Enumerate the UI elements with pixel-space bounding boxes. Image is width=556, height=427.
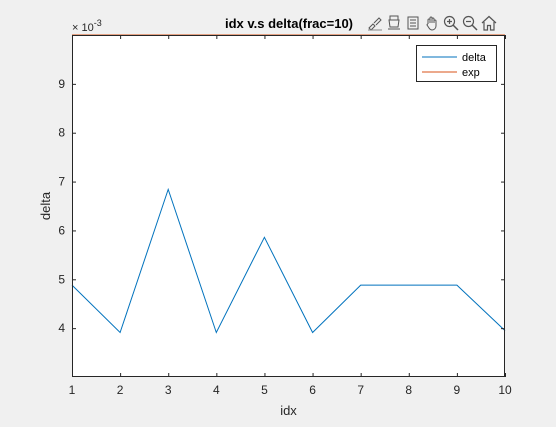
x-axis-label: idx <box>280 403 297 418</box>
x-tick-label: 7 <box>357 383 364 397</box>
brush-icon[interactable] <box>366 13 384 33</box>
y-tick-label: 9 <box>58 77 65 91</box>
axes-toolbar <box>366 12 498 34</box>
exponent-power: -3 <box>94 18 102 28</box>
y-tick-label: 5 <box>58 272 65 286</box>
x-tick-label: 10 <box>498 383 512 397</box>
x-tick-label: 3 <box>165 383 172 397</box>
y-tick-label: 8 <box>58 126 65 140</box>
x-tick-label: 2 <box>117 383 124 397</box>
exponent-base: × 10 <box>72 22 94 34</box>
x-tick-label: 5 <box>261 383 268 397</box>
legend[interactable]: delta exp <box>416 45 497 82</box>
home-icon[interactable] <box>480 13 498 33</box>
y-tick-label: 6 <box>58 223 65 237</box>
legend-box <box>416 45 497 82</box>
x-tick-label: 6 <box>309 383 316 397</box>
y-axis-exponent: × 10-3 <box>72 18 102 34</box>
zoom-in-icon[interactable] <box>442 13 460 33</box>
y-axis-label: delta <box>38 191 53 220</box>
series-line-delta[interactable] <box>71 187 506 334</box>
y-tick-label: 7 <box>58 175 65 189</box>
x-tick-label: 4 <box>213 383 220 397</box>
x-tick-label: 9 <box>454 383 461 397</box>
insert-legend-icon[interactable] <box>385 13 403 33</box>
x-tick-label: 1 <box>69 383 76 397</box>
zoom-out-icon[interactable] <box>461 13 479 33</box>
axes-area[interactable] <box>72 35 505 377</box>
legend-label-exp: exp <box>462 67 480 79</box>
legend-label-delta: delta <box>462 52 487 64</box>
axes-box <box>72 35 505 377</box>
chart-title: idx v.s delta(frac=10) <box>225 16 353 31</box>
insert-colorbar-icon[interactable] <box>404 13 422 33</box>
pan-icon[interactable] <box>423 13 441 33</box>
y-tick-label: 4 <box>58 321 65 335</box>
x-tick-label: 8 <box>405 383 412 397</box>
